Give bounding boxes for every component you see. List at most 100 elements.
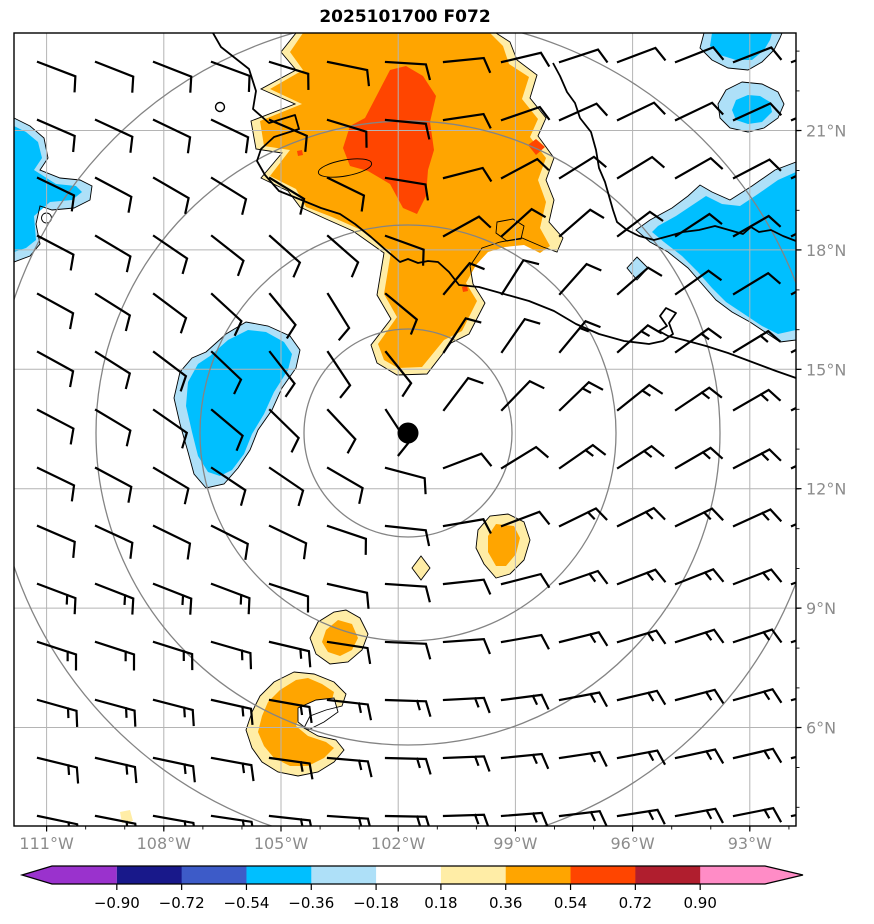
- wind-barb: [616, 155, 666, 180]
- wind-barb: [732, 508, 783, 528]
- wind-barb: [152, 292, 188, 334]
- wind-barb: [268, 60, 310, 90]
- colorbar-tick-label: 0.90: [683, 894, 716, 912]
- wind-barb: [268, 234, 302, 278]
- y-tick-label: 15°N: [806, 360, 846, 379]
- wind-barb: [732, 747, 783, 764]
- wind-barb: [268, 466, 305, 507]
- wind-barbs: [36, 46, 796, 826]
- contour-outline-neg-east-coast-rim: [635, 161, 796, 343]
- wind-barb: [732, 46, 783, 64]
- wind-barb: [384, 582, 431, 603]
- wind-barb: [326, 118, 368, 148]
- wind-barb: [732, 448, 782, 470]
- map-area: [14, 33, 796, 826]
- wind-barb: [210, 756, 255, 782]
- wind-barb: [558, 380, 604, 412]
- wind-barb: [674, 568, 725, 586]
- wind-barb: [790, 348, 796, 354]
- wind-barb: [152, 408, 189, 449]
- wind-barb: [558, 443, 607, 470]
- wind-barb: [94, 814, 137, 826]
- wind-barb: [94, 176, 133, 213]
- x-tick-label: 93°W: [728, 834, 772, 853]
- wind-barb: [326, 408, 357, 454]
- wind-barb: [674, 748, 725, 764]
- wind-barb: [500, 633, 550, 650]
- wind-barb: [616, 444, 665, 470]
- wind-barb: [268, 582, 310, 613]
- wind-barb: [790, 755, 796, 760]
- wind-barb: [500, 379, 545, 412]
- wind-barb: [558, 750, 608, 767]
- wind-barb: [674, 628, 725, 644]
- wind-barb: [674, 386, 723, 412]
- wind-barb: [210, 814, 254, 826]
- wind-barb: [152, 466, 190, 505]
- colorbar-segment-extend-max: [700, 866, 803, 884]
- wind-barb: [616, 46, 667, 64]
- wind-barb: [210, 292, 243, 337]
- wind-barb: [384, 698, 432, 718]
- wind-barb: [36, 176, 76, 212]
- wind-barb: [616, 506, 666, 528]
- wind-barb: [732, 628, 783, 644]
- wind-barb: [500, 51, 551, 68]
- wind-barb: [326, 466, 364, 505]
- wind-barb: [674, 156, 724, 180]
- wind-barb: [94, 524, 134, 559]
- wind-barb: [36, 582, 77, 615]
- wind-barb: [442, 755, 491, 772]
- wind-barb: [326, 350, 352, 399]
- wind-barb: [790, 523, 796, 528]
- wind-barb: [442, 261, 485, 296]
- wind-barb: [790, 639, 796, 644]
- colorbar-segment-extend-min: [22, 866, 117, 884]
- wind-barb: [442, 112, 492, 129]
- wind-barb: [268, 698, 313, 724]
- wind-barb: [210, 234, 245, 277]
- wind-barb: [384, 234, 425, 266]
- y-tick-label: 21°N: [806, 122, 846, 141]
- wind-barb: [268, 176, 306, 215]
- wind-barb: [36, 640, 78, 671]
- colorbar-tick-label: 0.54: [554, 894, 587, 912]
- wind-barb: [94, 466, 133, 503]
- wind-barb: [616, 266, 663, 296]
- wind-barb: [210, 118, 250, 154]
- storm-center-dot: [397, 422, 419, 444]
- wind-barb: [326, 582, 370, 609]
- wind-barb: [790, 174, 796, 180]
- wind-barb: [384, 60, 432, 81]
- wind-barb: [558, 155, 607, 180]
- wind-barb: [384, 814, 430, 826]
- axis-ticks: [45, 50, 802, 832]
- wind-barb: [36, 408, 75, 445]
- x-tick-label: 108°W: [137, 834, 192, 853]
- wind-barb: [326, 176, 366, 212]
- wind-barb: [442, 56, 492, 74]
- wind-barb: [268, 118, 308, 152]
- wind-barb: [36, 118, 76, 153]
- wind-barb: [36, 466, 76, 502]
- wind-barb: [558, 569, 609, 586]
- contour-outline-pos-s2-rim: [245, 671, 347, 777]
- wind-barb: [442, 696, 491, 714]
- y-tick-label: 18°N: [806, 241, 846, 260]
- wind-barb: [790, 232, 796, 238]
- contour-outline-pos-s1-rim: [309, 609, 369, 665]
- wind-barb: [384, 524, 431, 547]
- x-tick-label: 96°W: [611, 834, 655, 853]
- wind-barb: [500, 572, 551, 589]
- wind-barb: [94, 408, 132, 447]
- wind-barb: [500, 445, 550, 470]
- wind-barb: [442, 166, 493, 183]
- wind-barb: [36, 524, 76, 558]
- colorbar-tick-label: 0.72: [619, 894, 652, 912]
- region-pos-se-core: [488, 524, 520, 566]
- wind-barb: [152, 640, 194, 671]
- y-tick-label: 12°N: [806, 480, 846, 499]
- region-neg-east-coast-core: [652, 172, 796, 334]
- wind-barb: [732, 568, 783, 586]
- chart-title: 2025101700 F072: [319, 7, 491, 27]
